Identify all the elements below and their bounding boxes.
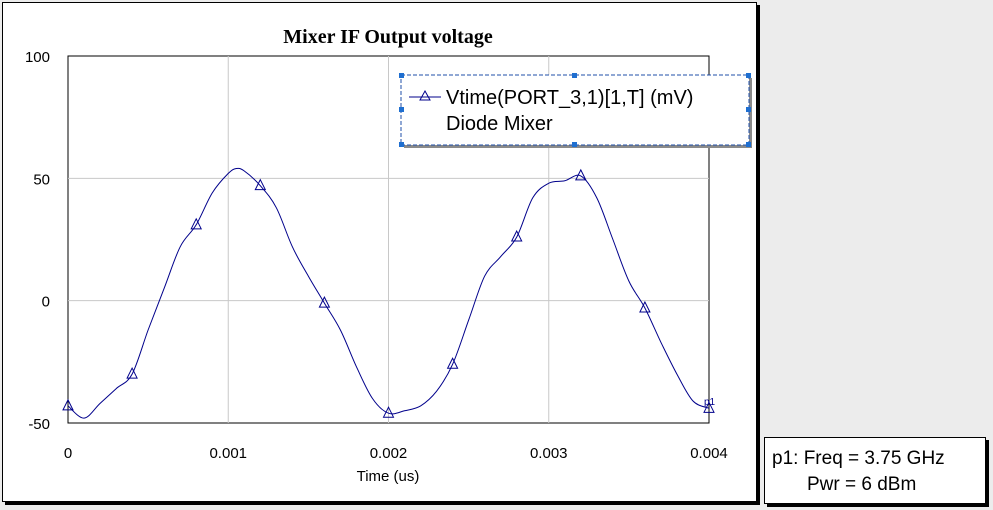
- data-point-marker: [703, 401, 715, 413]
- legend-series-name: Vtime(PORT_3,1)[1,T] (mV): [446, 87, 693, 109]
- plot-frame: Mixer IF Output voltage -50 0 50 100 0 0.001…: [2, 2, 757, 502]
- legend-handle-bm[interactable]: [572, 142, 577, 147]
- legend-handle-br[interactable]: [746, 142, 751, 147]
- legend-triangle-marker: [419, 89, 431, 101]
- legend-handle-tm[interactable]: [572, 73, 577, 78]
- chart-title: Mixer IF Output voltage: [283, 26, 493, 48]
- data-point-marker: [639, 300, 651, 313]
- x-axis-ticks: 0 0.001 0.002 0.003 0.004: [64, 445, 728, 462]
- chart: Mixer IF Output voltage -50 0 50 100 0 0.001…: [25, 26, 752, 485]
- y-tick-label: -50: [28, 416, 50, 433]
- legend-handle-tl[interactable]: [399, 73, 404, 78]
- legend[interactable]: Vtime(PORT_3,1)[1,T] (mV) Diode Mixer: [399, 73, 752, 148]
- y-axis-ticks: -50 0 50 100: [25, 49, 50, 433]
- marker-p1-label: p1: [704, 397, 716, 408]
- data-point-marker: [318, 295, 331, 308]
- data-point-marker: [510, 229, 523, 242]
- x-tick-label: 0.002: [370, 445, 408, 462]
- legend-handle-bl[interactable]: [399, 142, 404, 147]
- series-layer: [62, 167, 715, 419]
- data-point-marker: [126, 366, 138, 379]
- y-tick-label: 0: [42, 294, 50, 311]
- data-point-marker: [382, 406, 395, 418]
- marker-readout-box[interactable]: p1: Freq = 3.75 GHz Pwr = 6 dBm: [764, 437, 986, 504]
- y-tick-label: 50: [33, 171, 50, 188]
- data-point-marker: [62, 398, 74, 411]
- x-tick-label: 0.003: [530, 445, 568, 462]
- legend-handle-tr[interactable]: [746, 73, 751, 78]
- x-tick-label: 0.001: [209, 445, 247, 462]
- data-point-marker: [190, 217, 203, 230]
- marker-readout-power: Pwr = 6 dBm: [807, 474, 917, 495]
- y-tick-label: 100: [25, 49, 50, 66]
- data-point-marker: [446, 357, 459, 369]
- legend-handle-ml[interactable]: [399, 107, 404, 112]
- marker-readout-freq: p1: Freq = 3.75 GHz: [772, 448, 945, 469]
- data-point-marker: [574, 168, 587, 181]
- legend-box: [400, 74, 750, 146]
- legend-handle-mr[interactable]: [746, 107, 751, 112]
- series-line: [67, 167, 710, 419]
- data-point-marker: [254, 178, 267, 191]
- x-tick-label: 0: [64, 445, 72, 462]
- legend-series-subname: Diode Mixer: [446, 113, 553, 135]
- x-tick-label: 0.004: [690, 445, 728, 462]
- x-axis-label: Time (us): [357, 468, 420, 485]
